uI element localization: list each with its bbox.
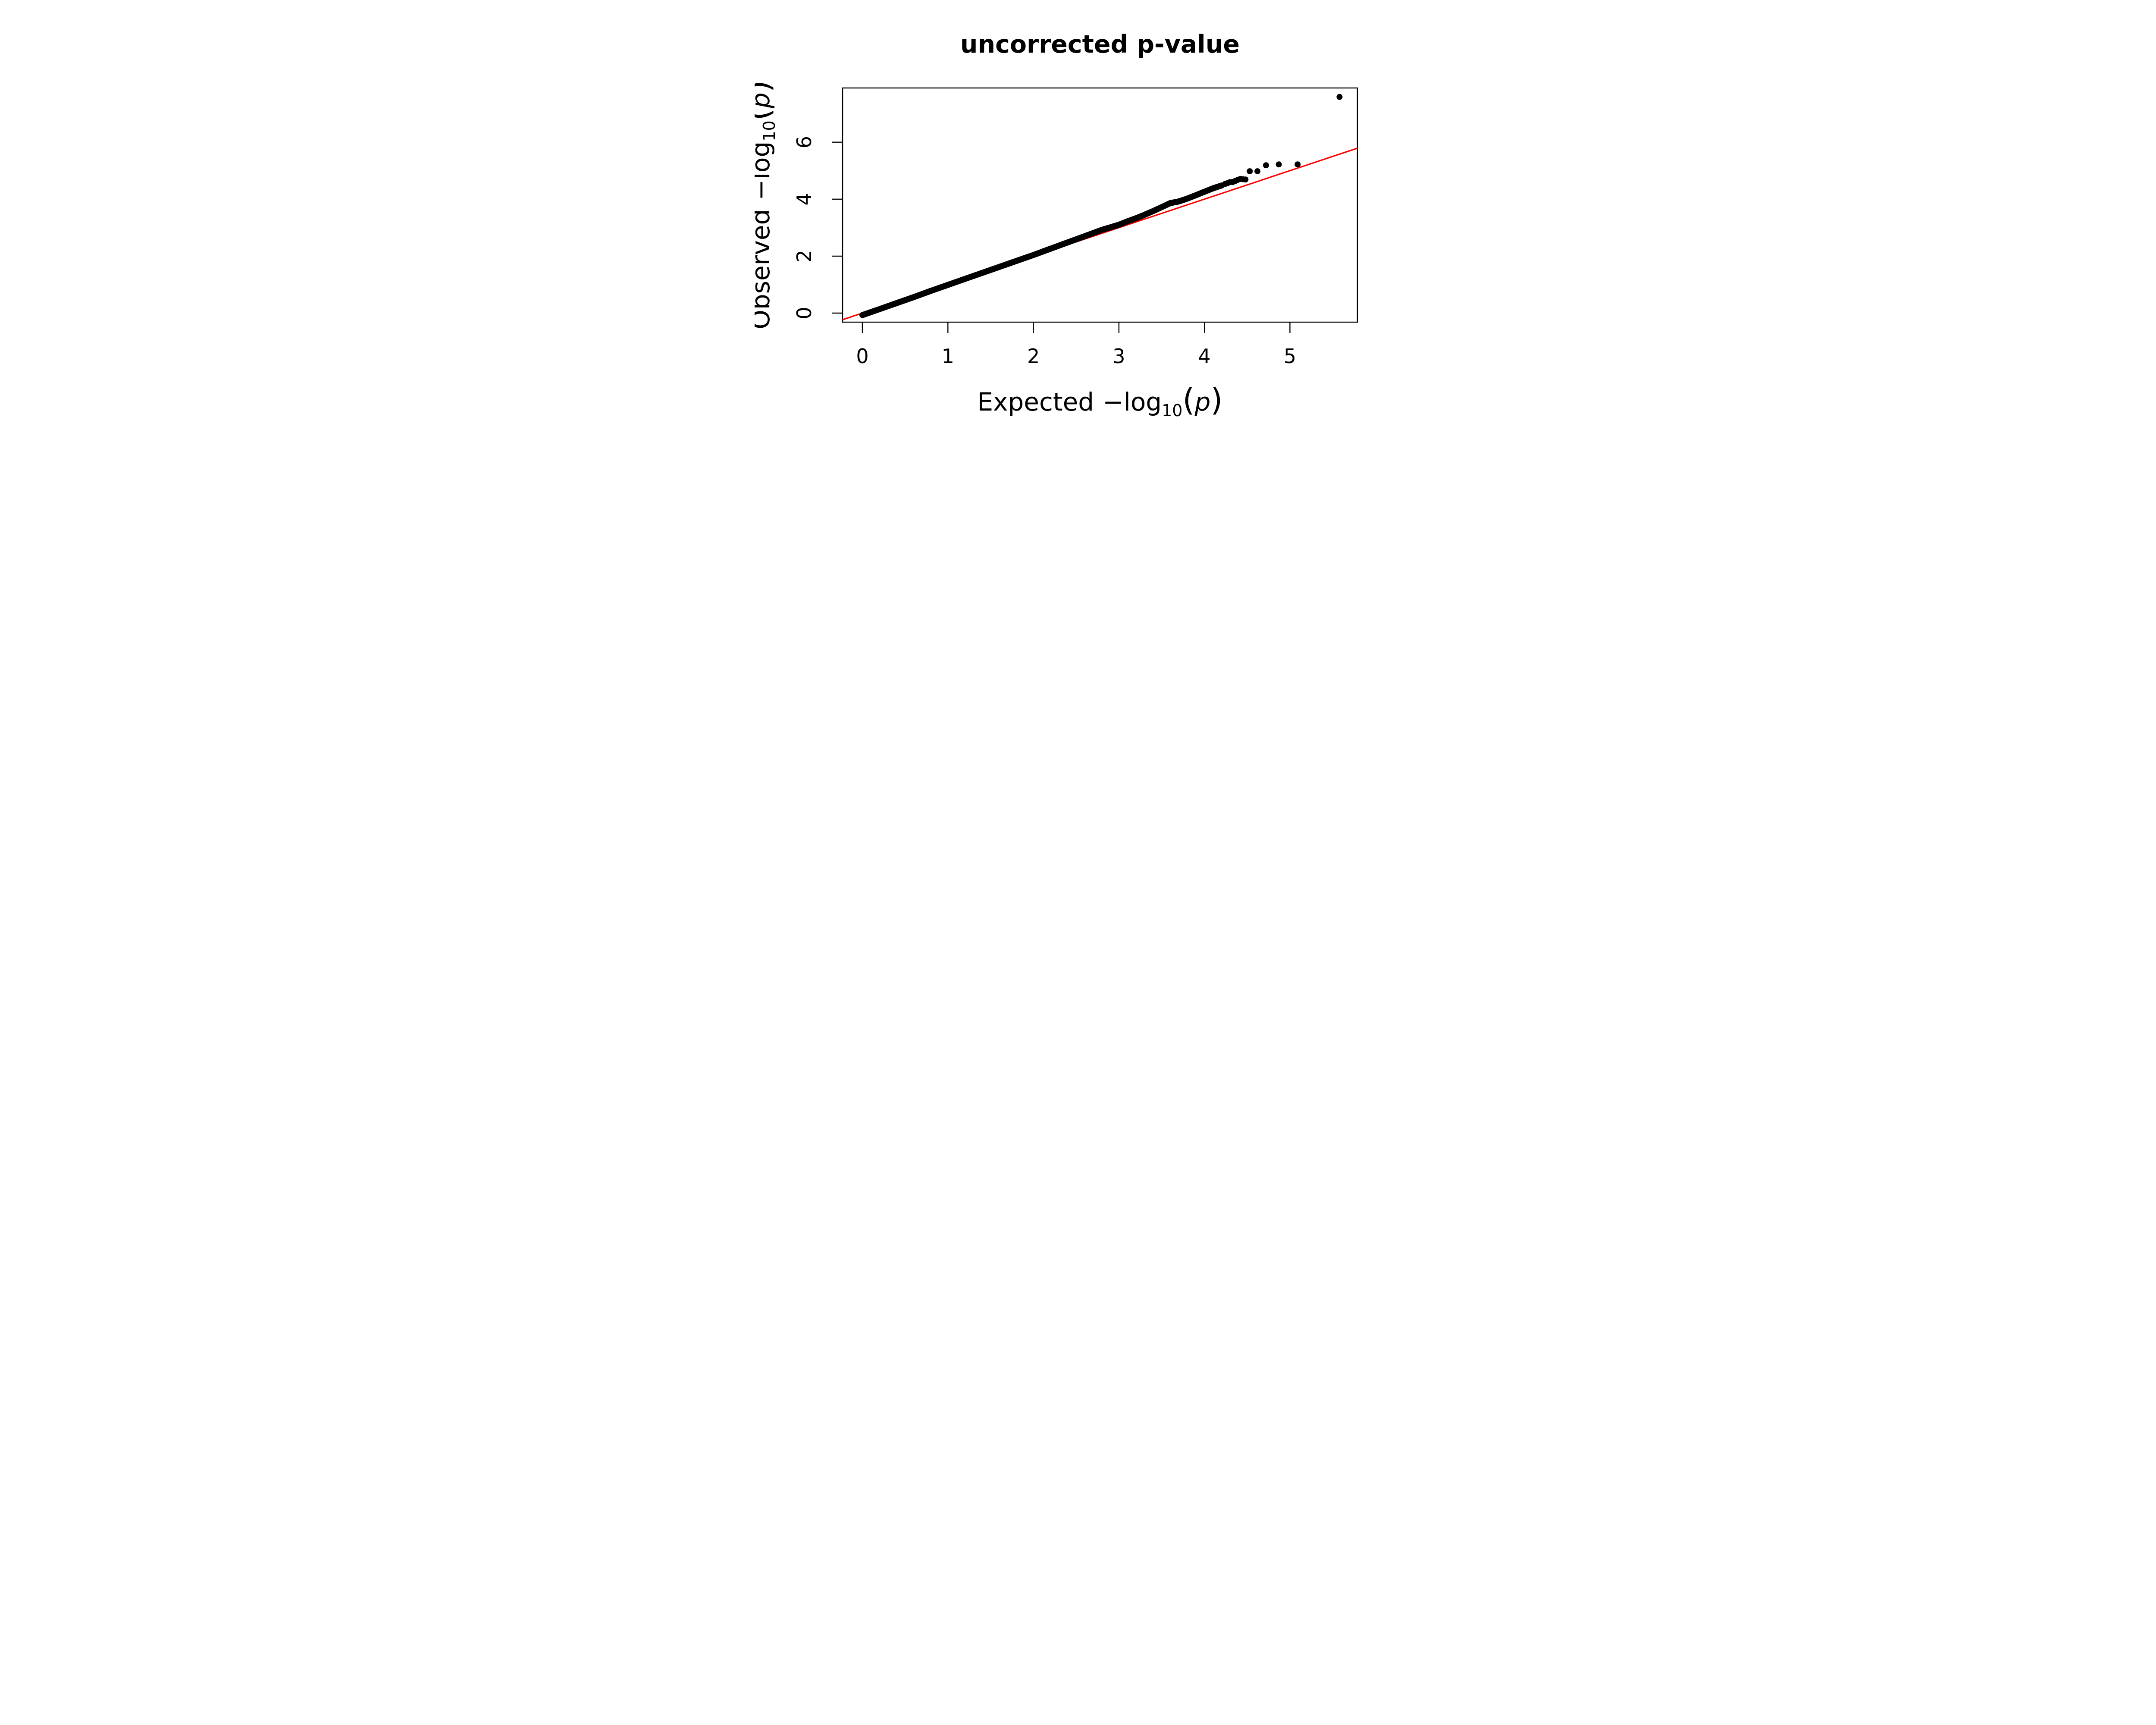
x-tick-label: 1 [942, 345, 954, 368]
x-tick-label: 3 [1112, 345, 1125, 368]
qq-plot-figure: uncorrected p-value 0 1 2 3 4 5 0 2 4 6 Expected −l… [755, 0, 1401, 431]
data-point [1247, 168, 1253, 175]
data-point [1275, 161, 1282, 168]
dense-point-band [859, 182, 1225, 318]
y-tick-label: 2 [793, 250, 816, 262]
data-points-layer [842, 94, 1358, 320]
plot-box [842, 87, 1358, 323]
data-point [1336, 94, 1343, 100]
x-tick-label: 5 [1284, 345, 1296, 368]
data-point [1263, 162, 1269, 169]
y-axis-label: Observed−log10(p) [755, 80, 779, 329]
x-axis-label: Expected −log10(p) [978, 382, 1223, 420]
y-tick-label: 6 [793, 136, 816, 148]
y-tick-label: 4 [793, 193, 816, 205]
data-point [1294, 161, 1301, 168]
chart-title: uncorrected p-value [960, 30, 1240, 59]
x-tick-label: 2 [1027, 345, 1040, 368]
qq-plot-canvas: uncorrected p-value 0 1 2 3 4 5 0 2 4 6 Expected −l… [755, 30, 1358, 420]
data-point [1242, 176, 1249, 183]
axes-layer: 0 1 2 3 4 5 0 2 4 6 Expected −log10(p) Observed−log1… [755, 80, 1296, 420]
y-tick-label: 0 [793, 307, 816, 319]
x-tick-label: 4 [1198, 345, 1211, 368]
data-point [1254, 168, 1261, 175]
x-tick-label: 0 [856, 345, 868, 368]
